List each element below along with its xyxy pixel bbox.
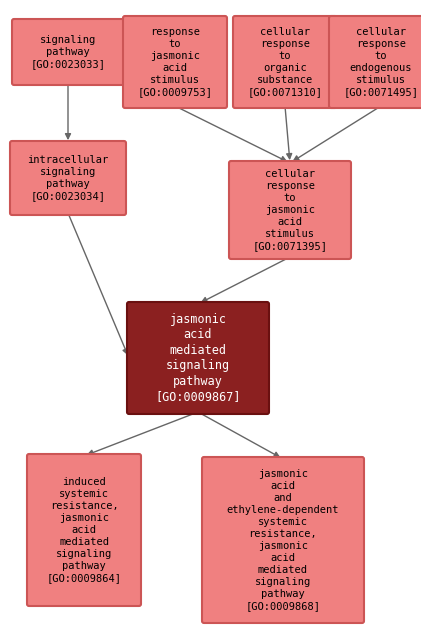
- Text: induced
systemic
resistance,
jasmonic
acid
mediated
signaling
pathway
[GO:000986: induced systemic resistance, jasmonic ac…: [46, 477, 122, 583]
- Text: cellular
response
to
endogenous
stimulus
[GO:0071495]: cellular response to endogenous stimulus…: [344, 27, 418, 97]
- FancyBboxPatch shape: [10, 141, 126, 215]
- FancyBboxPatch shape: [27, 454, 141, 606]
- Text: cellular
response
to
organic
substance
[GO:0071310]: cellular response to organic substance […: [248, 27, 322, 97]
- FancyBboxPatch shape: [329, 16, 421, 108]
- FancyBboxPatch shape: [233, 16, 337, 108]
- Text: signaling
pathway
[GO:0023033]: signaling pathway [GO:0023033]: [30, 35, 106, 69]
- FancyBboxPatch shape: [123, 16, 227, 108]
- FancyBboxPatch shape: [12, 19, 124, 85]
- Text: intracellular
signaling
pathway
[GO:0023034]: intracellular signaling pathway [GO:0023…: [27, 155, 109, 201]
- FancyBboxPatch shape: [202, 457, 364, 623]
- Text: jasmonic
acid
and
ethylene-dependent
systemic
resistance,
jasmonic
acid
mediated: jasmonic acid and ethylene-dependent sys…: [227, 469, 339, 611]
- Text: response
to
jasmonic
acid
stimulus
[GO:0009753]: response to jasmonic acid stimulus [GO:0…: [138, 27, 213, 97]
- FancyBboxPatch shape: [127, 302, 269, 414]
- FancyBboxPatch shape: [229, 161, 351, 259]
- Text: cellular
response
to
jasmonic
acid
stimulus
[GO:0071395]: cellular response to jasmonic acid stimu…: [253, 169, 328, 251]
- Text: jasmonic
acid
mediated
signaling
pathway
[GO:0009867]: jasmonic acid mediated signaling pathway…: [155, 313, 241, 403]
